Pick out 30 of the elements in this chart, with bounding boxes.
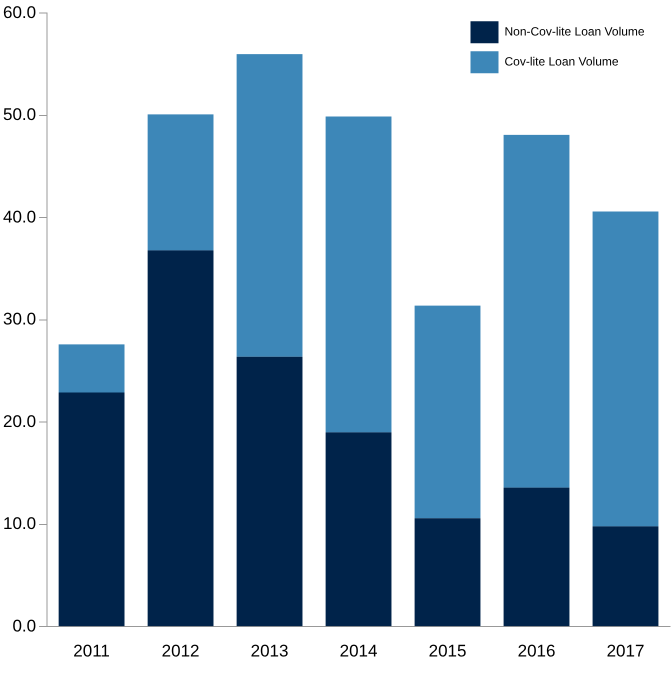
bar [58,344,125,392]
bar [148,250,214,626]
y-tick-label: 10.0 [2,514,36,534]
y-tick-label: 0.0 [12,616,36,636]
x-tick-label: 2016 [518,641,556,660]
bar [504,488,570,626]
bar [58,392,125,626]
y-tick-label: 40.0 [2,207,36,226]
bar [236,356,302,626]
x-tick-label: 2011 [73,641,110,660]
bar [592,526,658,626]
bar [148,114,214,250]
bar [326,432,392,626]
bar [236,54,302,357]
legend-label: Non-Cov-lite Loan Volume [504,24,645,39]
x-tick-label: 2014 [340,641,378,660]
bar [504,134,570,488]
x-tick-label: 2015 [428,641,466,660]
y-tick-label: 60.0 [2,2,36,22]
y-tick-label: 20.0 [2,412,36,431]
y-tick-label: 30.0 [2,310,36,329]
y-tick-label: 50.0 [2,105,36,124]
bar [326,116,392,432]
bar [414,306,480,518]
bar [414,518,480,626]
x-tick-label: 2013 [250,641,288,660]
x-tick-label: 2012 [162,641,200,660]
x-tick-label: 2017 [606,641,644,660]
bar [592,212,658,526]
legend-label: Cov-lite Loan Volume [504,54,619,69]
